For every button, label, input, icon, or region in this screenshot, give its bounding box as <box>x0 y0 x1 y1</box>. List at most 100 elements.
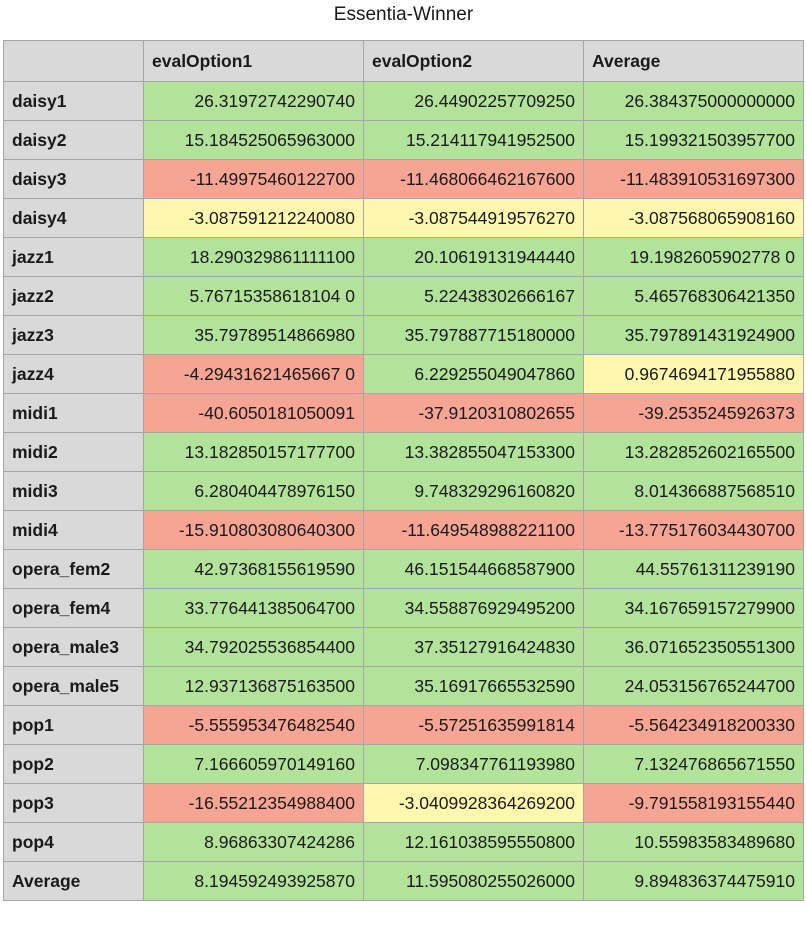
header-row: evalOption1 evalOption2 Average <box>3 40 804 82</box>
value-cell: -13.775176034430700 <box>583 510 804 550</box>
value-cell: -16.55212354988400 <box>143 783 364 823</box>
value-cell: 34.792025536854400 <box>143 627 364 667</box>
header-corner-cell <box>3 40 144 82</box>
table-row: jazz1 18.290329861111100 20.10619131944440… <box>3 237 804 277</box>
row-label: pop4 <box>3 822 144 862</box>
row-label: midi4 <box>3 510 144 550</box>
value-cell: 15.199321503957700 <box>583 120 804 160</box>
table-row: midi1 -40.6050181050091 -37.9120310802655-… <box>3 393 804 433</box>
value-cell: 24.053156765244700 <box>583 666 804 706</box>
row-label: pop3 <box>3 783 144 823</box>
row-label: daisy1 <box>3 81 144 121</box>
value-cell: -11.649548988221100 <box>363 510 584 550</box>
column-header-evaloption2: evalOption2 <box>363 40 584 82</box>
value-cell: 46.151544668587900 <box>363 549 584 589</box>
value-cell: -4.29431621465667 0 <box>143 354 364 394</box>
value-cell: 8.194592493925870 <box>143 861 364 901</box>
value-cell: 26.44902257709250 <box>363 81 584 121</box>
table-row: daisy1 26.31972742290740 26.44902257709250… <box>3 81 804 121</box>
value-cell: -11.49975460122700 <box>143 159 364 199</box>
value-cell: 36.071652350551300 <box>583 627 804 667</box>
table-row: opera_male3 34.792025536854400 37.35127916… <box>3 627 804 667</box>
value-cell: 13.182850157177700 <box>143 432 364 472</box>
table-row: midi4 -15.910803080640300 -11.649548988221… <box>3 510 804 550</box>
row-label: pop1 <box>3 705 144 745</box>
value-cell: 35.797891431924900 <box>583 315 804 355</box>
table-row: pop4 8.96863307424286 12.161038595550800 10… <box>3 822 804 862</box>
value-cell: -3.087544919576270 <box>363 198 584 238</box>
value-cell: 15.184525065963000 <box>143 120 364 160</box>
value-cell: 35.79789514866980 <box>143 315 364 355</box>
value-cell: 26.384375000000000 <box>583 81 804 121</box>
value-cell: -11.468066462167600 <box>363 159 584 199</box>
value-cell: 7.132476865671550 <box>583 744 804 784</box>
value-cell: 37.35127916424830 <box>363 627 584 667</box>
value-cell: 42.97368155619590 <box>143 549 364 589</box>
value-cell: 44.55761311239190 <box>583 549 804 589</box>
value-cell: 12.937136875163500 <box>143 666 364 706</box>
value-cell: 34.167659157279900 <box>583 588 804 628</box>
value-cell: 19.1982605902778 0 <box>583 237 804 277</box>
row-label: opera_male5 <box>3 666 144 706</box>
value-cell: 9.748329296160820 <box>363 471 584 511</box>
value-cell: 34.558876929495200 <box>363 588 584 628</box>
row-label: pop2 <box>3 744 144 784</box>
table-row: opera_fem4 33.776441385064700 34.558876929… <box>3 588 804 628</box>
table-row: Average 8.194592493925870 11.5950802550260… <box>3 861 804 901</box>
value-cell: 5.22438302666167 <box>363 276 584 316</box>
value-cell: 13.382855047153300 <box>363 432 584 472</box>
value-cell: 11.595080255026000 <box>363 861 584 901</box>
value-cell: 7.098347761193980 <box>363 744 584 784</box>
table-row: daisy3 -11.49975460122700 -11.468066462167… <box>3 159 804 199</box>
row-label: midi3 <box>3 471 144 511</box>
value-cell: -15.910803080640300 <box>143 510 364 550</box>
value-cell: 26.31972742290740 <box>143 81 364 121</box>
table-row: daisy2 15.184525065963000 15.2141179419525… <box>3 120 804 160</box>
value-cell: -37.9120310802655 <box>363 393 584 433</box>
value-cell: -5.57251635991814 <box>363 705 584 745</box>
row-label: opera_fem2 <box>3 549 144 589</box>
row-label: Average <box>3 861 144 901</box>
table-row: pop1 -5.555953476482540 -5.57251635991814-… <box>3 705 804 745</box>
value-cell: -3.0409928364269200 <box>363 783 584 823</box>
table-title: Essentia-Winner <box>333 4 474 25</box>
row-label: jazz1 <box>3 237 144 277</box>
row-label: opera_male3 <box>3 627 144 667</box>
row-label: jazz3 <box>3 315 144 355</box>
value-cell: -11.483910531697300 <box>583 159 804 199</box>
value-cell: 12.161038595550800 <box>363 822 584 862</box>
value-cell: 6.229255049047860 <box>363 354 584 394</box>
value-cell: 13.282852602165500 <box>583 432 804 472</box>
table-row: jazz2 5.76715358618104 0 5.22438302666167 5… <box>3 276 804 316</box>
value-cell: 15.214117941952500 <box>363 120 584 160</box>
row-label: daisy4 <box>3 198 144 238</box>
value-cell: 6.280404478976150 <box>143 471 364 511</box>
column-header-average: Average <box>583 40 804 82</box>
row-label: jazz2 <box>3 276 144 316</box>
value-cell: -3.087568065908160 <box>583 198 804 238</box>
value-cell: 5.76715358618104 0 <box>143 276 364 316</box>
value-cell: -3.087591212240080 <box>143 198 364 238</box>
table-row: jazz3 35.79789514866980 35.797887715180000… <box>3 315 804 355</box>
results-table: evalOption1 evalOption2 Average daisy1 26… <box>3 40 804 901</box>
value-cell: 8.96863307424286 <box>143 822 364 862</box>
value-cell: 7.166605970149160 <box>143 744 364 784</box>
value-cell: 35.16917665532590 <box>363 666 584 706</box>
table-row: pop2 7.166605970149160 7.098347761193980 7.… <box>3 744 804 784</box>
value-cell: -9.791558193155440 <box>583 783 804 823</box>
value-cell: -5.564234918200330 <box>583 705 804 745</box>
value-cell: 5.465768306421350 <box>583 276 804 316</box>
table-row: daisy4 -3.087591212240080 -3.0875449195762… <box>3 198 804 238</box>
column-header-evaloption1: evalOption1 <box>143 40 364 82</box>
table-row: opera_male5 12.937136875163500 35.16917665… <box>3 666 804 706</box>
value-cell: 10.55983583489680 <box>583 822 804 862</box>
value-cell: 20.10619131944440 <box>363 237 584 277</box>
value-cell: 0.9674694171955880 <box>583 354 804 394</box>
row-label: daisy3 <box>3 159 144 199</box>
table-row: midi2 13.182850157177700 13.38285504715330… <box>3 432 804 472</box>
value-cell: -40.6050181050091 <box>143 393 364 433</box>
row-label: opera_fem4 <box>3 588 144 628</box>
row-label: midi1 <box>3 393 144 433</box>
value-cell: 35.797887715180000 <box>363 315 584 355</box>
table-row: opera_fem2 42.97368155619590 46.1515446685… <box>3 549 804 589</box>
